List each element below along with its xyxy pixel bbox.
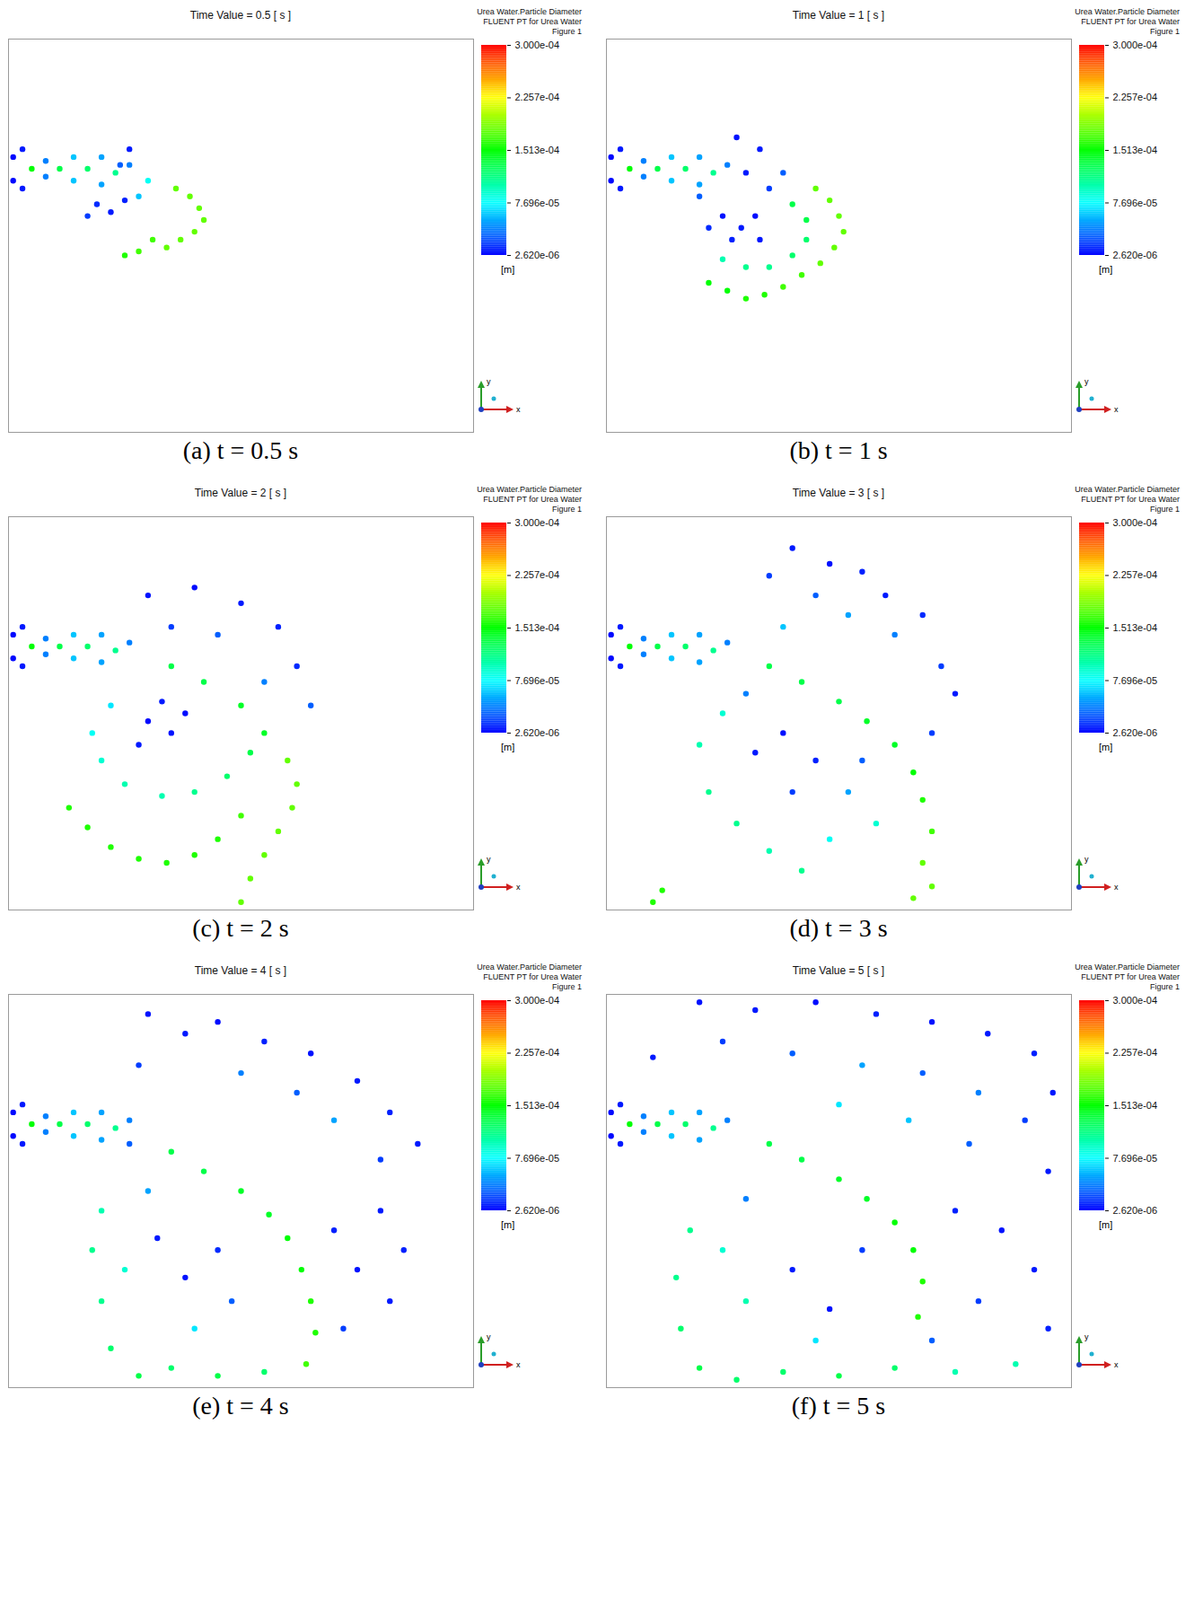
svg-text:x: x [1114, 404, 1119, 414]
html-text:[m]: [m] [500, 741, 515, 753]
svg-text:y: y [1084, 854, 1089, 864]
svg-text:x: x [516, 1360, 521, 1370]
svg-text:3.000e-04: 3.000e-04 [1113, 994, 1159, 1006]
svg-text:x: x [1114, 882, 1119, 892]
html-text:FLUENT PT for Urea Water Figur: FLUENT PT for Urea Water Figure 1 [483, 17, 582, 36]
svg-text:2.257e-04: 2.257e-04 [515, 91, 561, 103]
html-text:[m]: [m] [1098, 1219, 1113, 1230]
html-text:[m]: [m] [500, 263, 515, 275]
svg-text:2.257e-04: 2.257e-04 [515, 1046, 561, 1058]
html-text:Urea Water.Particle Diameter: Urea Water.Particle Diameter [476, 7, 582, 17]
html-text:(e) t = 4 s: (e) t = 4 s [192, 1391, 289, 1420]
html-text:Urea Water.Particle Diameter: Urea Water.Particle Diameter [476, 484, 582, 494]
svg-text:3.000e-04: 3.000e-04 [1113, 517, 1159, 528]
svg-text:y: y [486, 854, 492, 864]
html-text:Time Value = 0.5 [ s ]: Time Value = 0.5 [ s ] [190, 8, 292, 22]
html-text:(d) t = 3 s: (d) t = 3 s [789, 913, 888, 942]
svg-text:x: x [1114, 1360, 1119, 1370]
svg-text:7.696e-05: 7.696e-05 [515, 197, 561, 209]
html-text:FLUENT PT for Urea Water Figur: FLUENT PT for Urea Water Figure 1 [1080, 972, 1180, 992]
html-text:Urea Water.Particle Diameter: Urea Water.Particle Diameter [1074, 962, 1180, 972]
html-text:[m]: [m] [1098, 263, 1113, 275]
svg-text:7.696e-05: 7.696e-05 [515, 675, 561, 686]
svg-text:7.696e-05: 7.696e-05 [515, 1152, 561, 1164]
svg-text:2.257e-04: 2.257e-04 [1113, 91, 1159, 103]
svg-text:2.257e-04: 2.257e-04 [1113, 1046, 1159, 1058]
svg-text:2.257e-04: 2.257e-04 [1113, 569, 1159, 580]
svg-text:2.620e-06: 2.620e-06 [1113, 1204, 1159, 1216]
svg-text:x: x [516, 882, 521, 892]
html-text:Time Value = 1 [ s ]: Time Value = 1 [ s ] [792, 8, 885, 22]
html-text:Time Value = 5 [ s ]: Time Value = 5 [ s ] [792, 964, 885, 977]
html-text:FLUENT PT for Urea Water Figur: FLUENT PT for Urea Water Figure 1 [483, 972, 582, 992]
svg-text:2.620e-06: 2.620e-06 [515, 1204, 561, 1216]
svg-text:3.000e-04: 3.000e-04 [1113, 39, 1159, 51]
svg-text:1.513e-04: 1.513e-04 [1113, 144, 1159, 156]
html-text:Urea Water.Particle Diameter: Urea Water.Particle Diameter [1074, 7, 1180, 17]
svg-text:2.257e-04: 2.257e-04 [515, 569, 561, 580]
svg-text:y: y [486, 1332, 492, 1342]
svg-text:7.696e-05: 7.696e-05 [1113, 1152, 1159, 1164]
html-text:Time Value = 4 [ s ]: Time Value = 4 [ s ] [194, 964, 287, 977]
html-text:FLUENT PT for Urea Water Figur: FLUENT PT for Urea Water Figure 1 [1080, 494, 1180, 514]
svg-text:3.000e-04: 3.000e-04 [515, 994, 561, 1006]
svg-text:x: x [516, 404, 521, 414]
svg-text:2.620e-06: 2.620e-06 [1113, 727, 1159, 738]
html-text:(f) t = 5 s: (f) t = 5 s [791, 1391, 886, 1420]
svg-text:1.513e-04: 1.513e-04 [515, 1099, 561, 1111]
svg-text:1.513e-04: 1.513e-04 [515, 144, 561, 156]
svg-text:2.620e-06: 2.620e-06 [1113, 249, 1159, 261]
svg-text:3.000e-04: 3.000e-04 [515, 517, 561, 528]
html-text:Urea Water.Particle Diameter: Urea Water.Particle Diameter [1074, 484, 1180, 494]
html-text:(c) t = 2 s: (c) t = 2 s [192, 913, 289, 942]
html-text:FLUENT PT for Urea Water Figur: FLUENT PT for Urea Water Figure 1 [483, 494, 582, 514]
svg-text:1.513e-04: 1.513e-04 [1113, 622, 1159, 633]
svg-text:y: y [1084, 1332, 1089, 1342]
svg-text:7.696e-05: 7.696e-05 [1113, 675, 1159, 686]
html-text:(b) t = 1 s: (b) t = 1 s [789, 436, 888, 465]
html-text:(a) t = 0.5 s: (a) t = 0.5 s [182, 436, 299, 465]
html-text:[m]: [m] [1098, 741, 1113, 753]
svg-text:1.513e-04: 1.513e-04 [1113, 1099, 1159, 1111]
svg-text:1.513e-04: 1.513e-04 [515, 622, 561, 633]
html-text:FLUENT PT for Urea Water Figur: FLUENT PT for Urea Water Figure 1 [1080, 17, 1180, 36]
html-text:Time Value = 2 [ s ]: Time Value = 2 [ s ] [194, 486, 287, 500]
svg-text:3.000e-04: 3.000e-04 [515, 39, 561, 51]
html-text:Time Value = 3 [ s ]: Time Value = 3 [ s ] [792, 486, 885, 500]
svg-text:y: y [1084, 377, 1089, 387]
svg-text:7.696e-05: 7.696e-05 [1113, 197, 1159, 209]
svg-text:y: y [486, 377, 492, 387]
html-text:Urea Water.Particle Diameter: Urea Water.Particle Diameter [476, 962, 582, 972]
svg-text:2.620e-06: 2.620e-06 [515, 727, 561, 738]
svg-text:2.620e-06: 2.620e-06 [515, 249, 561, 261]
html-text:[m]: [m] [500, 1219, 515, 1230]
